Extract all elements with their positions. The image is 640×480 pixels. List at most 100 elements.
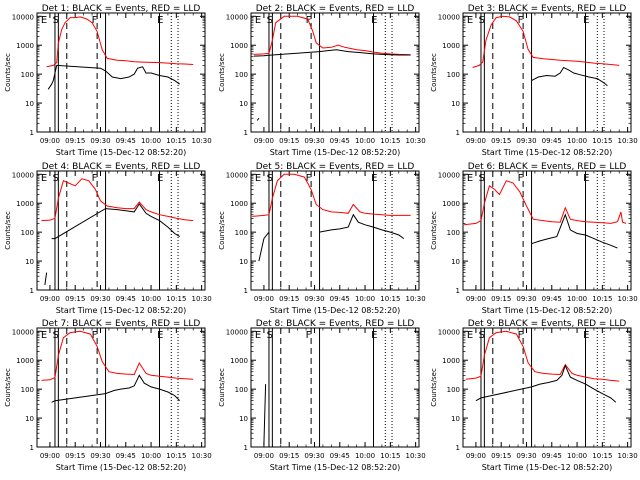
phase-marker-label: S	[479, 330, 485, 341]
phase-marker-label: S	[267, 173, 273, 184]
lld-series-line	[253, 15, 411, 56]
y-axis-label: Counts/sec	[218, 368, 226, 407]
lld-series-line	[472, 15, 620, 68]
x-tick-label: 09:00	[254, 137, 274, 145]
y-tick-label: 100	[21, 386, 34, 394]
lld-series-line	[46, 16, 194, 68]
y-tick-label: 10	[25, 258, 34, 266]
x-tick-label: 09:15	[65, 137, 85, 145]
x-tick-label: 09:15	[279, 452, 299, 460]
lld-series-line	[41, 330, 194, 381]
phase-marker-label: F	[92, 15, 98, 26]
x-tick-label: 09:30	[304, 137, 324, 145]
y-tick-label: 1	[30, 129, 34, 137]
plot-frame	[36, 327, 206, 448]
x-tick-label: 10:00	[355, 137, 375, 145]
y-tick-label: 10000	[226, 13, 248, 21]
panel-title: Det 2: BLACK = Events, RED = LLD	[256, 4, 415, 14]
detector-panel: Det 5: BLACK = Events, RED = LLD Counts/s…	[218, 162, 426, 315]
y-tick-label: 1	[456, 129, 460, 137]
x-tick-label: 09:45	[330, 295, 350, 303]
y-tick-label: 10	[25, 100, 34, 108]
lld-series-line	[252, 173, 411, 217]
x-tick-label: 09:30	[304, 452, 324, 460]
phase-marker-label: S	[479, 173, 485, 184]
x-axis-label: Start Time (15-Dec-12 08:52:20)	[270, 148, 401, 157]
phase-marker-label: S	[267, 15, 273, 26]
phase-marker-label: E	[157, 330, 163, 341]
y-tick-label: 1000	[16, 357, 34, 365]
plot-frame	[36, 170, 206, 291]
x-tick-label: 09:00	[40, 452, 60, 460]
y-tick-label: 1000	[230, 42, 248, 50]
events-series-line	[531, 66, 608, 87]
panel-title: Det 1: BLACK = Events, RED = LLD	[42, 4, 201, 14]
panel-title: Det 3: BLACK = Events, RED = LLD	[468, 4, 627, 14]
x-tick-label: 09:45	[330, 137, 350, 145]
x-tick-label: 09:00	[466, 452, 486, 460]
x-tick-label: 09:45	[116, 452, 136, 460]
y-tick-label: 100	[235, 386, 248, 394]
x-tick-label: 09:45	[542, 137, 562, 145]
panel-title: Det 6: BLACK = Events, RED = LLD	[468, 162, 627, 172]
y-tick-label: 10000	[438, 171, 460, 179]
y-tick-label: 10000	[438, 328, 460, 336]
x-tick-label: 09:30	[516, 452, 536, 460]
y-tick-label: 10	[239, 258, 248, 266]
events-series-line	[51, 374, 181, 403]
x-tick-label: 09:30	[304, 295, 324, 303]
y-tick-label: 1000	[16, 200, 34, 208]
x-tick-label: 09:00	[40, 137, 60, 145]
x-tick-label: 09:00	[40, 295, 60, 303]
x-tick-label: 10:30	[406, 137, 426, 145]
x-axis-label: Start Time (15-Dec-12 08:52:20)	[270, 463, 401, 472]
y-tick-label: 10	[239, 100, 248, 108]
x-tick-label: 10:00	[567, 137, 587, 145]
y-tick-label: 1	[244, 129, 248, 137]
x-tick-label: 09:15	[65, 452, 85, 460]
x-tick-label: 10:30	[192, 295, 212, 303]
y-axis-label: Counts/sec	[4, 53, 12, 92]
panel-title: Det 7: BLACK = Events, RED = LLD	[42, 319, 201, 329]
y-axis-label: Counts/sec	[4, 211, 12, 250]
y-tick-label: 100	[21, 71, 34, 79]
y-tick-label: 10000	[226, 328, 248, 336]
phase-marker-label: E	[467, 15, 473, 26]
phase-marker-label: E	[41, 15, 47, 26]
lld-series-line	[464, 180, 627, 226]
y-tick-label: 10	[239, 415, 248, 423]
x-tick-label: 09:30	[90, 295, 110, 303]
x-tick-label: 10:00	[141, 137, 161, 145]
phase-marker-label: E	[371, 330, 377, 341]
x-tick-label: 09:30	[516, 137, 536, 145]
x-tick-label: 09:00	[254, 295, 274, 303]
phase-marker-label: E	[371, 15, 377, 26]
phase-marker-label: E	[157, 15, 163, 26]
x-tick-label: 10:15	[592, 295, 612, 303]
lld-series-line	[41, 178, 194, 222]
y-tick-label: 1	[30, 444, 34, 452]
y-tick-label: 1000	[230, 357, 248, 365]
panel-title: Det 4: BLACK = Events, RED = LLD	[42, 162, 201, 172]
lld-series-line	[465, 330, 620, 382]
x-tick-label: 09:15	[279, 137, 299, 145]
phase-marker-label: F	[518, 330, 524, 341]
y-tick-label: 100	[447, 71, 460, 79]
events-series-line	[258, 231, 270, 262]
x-tick-label: 09:15	[491, 452, 511, 460]
phase-marker-label: E	[157, 173, 163, 184]
x-axis-label: Start Time (15-Dec-12 08:52:20)	[482, 306, 613, 315]
y-tick-label: 1	[456, 444, 460, 452]
y-tick-label: 1000	[442, 42, 460, 50]
events-series-line	[256, 117, 260, 121]
x-tick-label: 09:45	[116, 295, 136, 303]
phase-marker-label: S	[53, 15, 59, 26]
y-tick-label: 100	[235, 229, 248, 237]
y-tick-label: 100	[447, 229, 460, 237]
plot-frame	[462, 327, 632, 448]
x-tick-label: 09:30	[90, 452, 110, 460]
x-tick-label: 09:45	[116, 137, 136, 145]
x-tick-label: 10:30	[406, 452, 426, 460]
panel-title: Det 5: BLACK = Events, RED = LLD	[256, 162, 415, 172]
x-tick-label: 09:00	[466, 295, 486, 303]
